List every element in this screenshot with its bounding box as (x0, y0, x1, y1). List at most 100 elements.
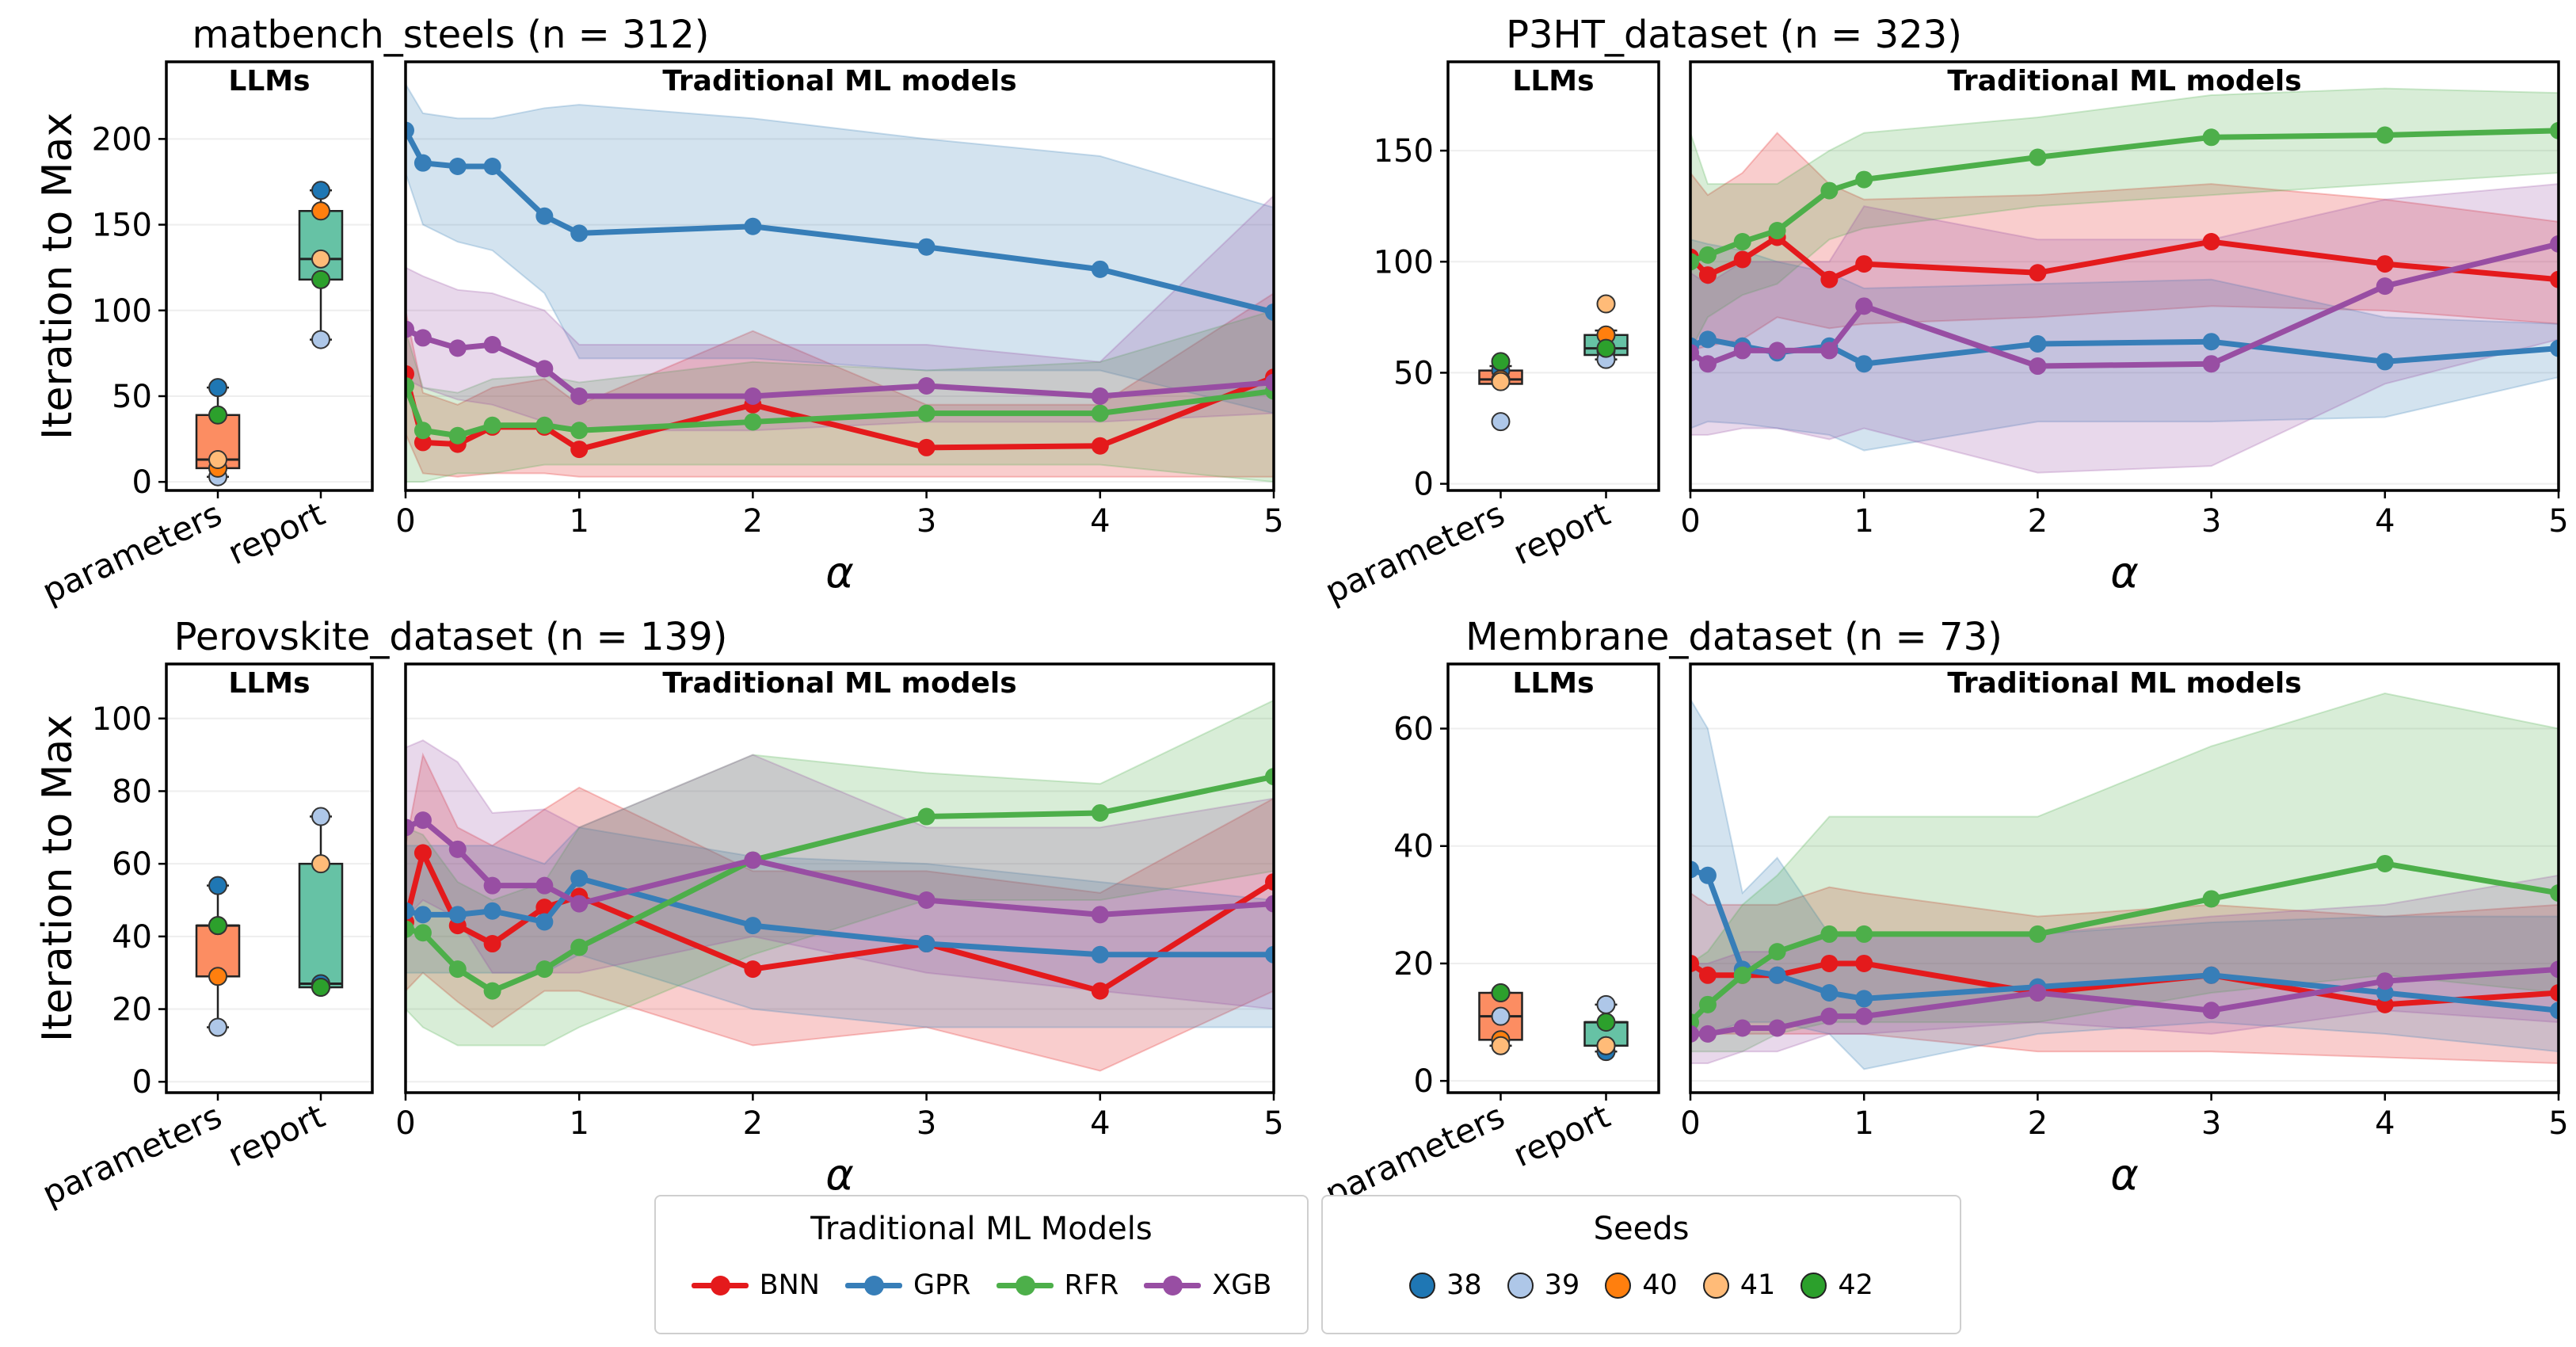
y-tick-label: 20 (1393, 946, 1434, 983)
legend-label: RFR (1064, 1269, 1119, 1301)
point-xgb (2550, 960, 2559, 979)
point-rfr (2550, 121, 2559, 139)
legend-label: 38 (1446, 1269, 1482, 1301)
point-bnn (535, 899, 554, 917)
point-rfr (570, 938, 589, 956)
point-rfr (1091, 404, 1109, 422)
y-tick-label: 40 (1393, 829, 1434, 865)
panel-title: matbench_steels (n = 312) (192, 13, 710, 57)
legend-item-gpr: GPR (844, 1269, 971, 1301)
seed-point-38 (208, 378, 227, 398)
point-xgb (744, 387, 762, 405)
x-tick-label: 3 (916, 503, 936, 540)
panel-title: Perovskite_dataset (n = 139) (174, 615, 728, 659)
point-xgb (1820, 342, 1839, 360)
point-bnn (1733, 250, 1751, 269)
point-xgb (2376, 277, 2394, 296)
category-label: report (1507, 494, 1616, 573)
x-tick-label: 1 (1854, 503, 1873, 540)
x-tick-label: 3 (2201, 503, 2221, 540)
legend-dot-marker (1409, 1272, 1436, 1299)
category-label: report (1507, 1097, 1616, 1175)
legend-models-title: Traditional ML Models (810, 1211, 1153, 1247)
line-xgb (1690, 241, 2559, 369)
x-tick-label: 3 (916, 1105, 936, 1142)
x-tick-label: 2 (2028, 503, 2048, 540)
seed-point-41 (311, 249, 330, 269)
legend-label: XGB (1212, 1269, 1272, 1301)
point-gpr (744, 917, 762, 935)
line-panel-frame (1689, 60, 2560, 492)
point-bnn (413, 433, 432, 452)
point-gpr (570, 869, 589, 887)
point-xgb (744, 851, 762, 869)
y-axis-label: Iteration to Max (34, 113, 82, 440)
point-rfr (1698, 995, 1717, 1013)
point-xgb (1733, 342, 1751, 360)
line-xgb (406, 326, 1274, 399)
point-xgb (483, 336, 501, 354)
point-rfr (1820, 925, 1839, 943)
legend-item-seed-42: 42 (1801, 1269, 1873, 1301)
point-rfr (2029, 148, 2047, 166)
panel-title: P3HT_dataset (n = 323) (1506, 13, 1962, 57)
point-rfr (2029, 925, 2047, 943)
category-label: parameters (1319, 494, 1511, 611)
point-xgb (1855, 1007, 1873, 1025)
point-gpr (413, 906, 432, 924)
line-panel-title: Traditional ML models (1947, 667, 2301, 700)
point-rfr (744, 413, 762, 431)
y-tick-label: 20 (112, 992, 152, 1028)
y-tick-label: 100 (1374, 244, 1434, 280)
point-bnn (413, 844, 432, 862)
box-panel-title: LLMs (228, 65, 310, 97)
x-axis-label: α (825, 548, 854, 597)
point-bnn (2029, 264, 2047, 282)
point-rfr (406, 920, 414, 938)
seed-point-41 (1491, 372, 1511, 391)
point-bnn (1855, 255, 1873, 273)
point-rfr (2376, 126, 2394, 144)
x-axis-label: α (2110, 548, 2139, 597)
band-bnn (406, 752, 1274, 1072)
point-xgb (917, 891, 936, 910)
y-tick-label: 0 (132, 1064, 152, 1101)
point-xgb (448, 339, 467, 357)
point-gpr (406, 121, 414, 139)
point-xgb (1698, 355, 1717, 373)
point-rfr (535, 960, 554, 979)
y-tick-label: 150 (1374, 133, 1434, 170)
y-tick-label: 40 (112, 919, 152, 956)
point-gpr (2202, 333, 2220, 351)
point-gpr (1265, 945, 1274, 964)
line-bnn (1690, 234, 2559, 283)
seed-point-41 (1596, 294, 1616, 314)
point-bnn (1855, 954, 1873, 972)
point-gpr (1091, 260, 1109, 278)
point-xgb (1690, 1025, 1699, 1043)
point-rfr (483, 416, 501, 434)
point-xgb (406, 819, 414, 837)
y-tick-label: 50 (1393, 355, 1434, 391)
point-bnn (1265, 873, 1274, 891)
point-bnn (2202, 233, 2220, 251)
legend-item-seed-40: 40 (1605, 1269, 1678, 1301)
x-tick-label: 4 (2375, 503, 2395, 540)
point-rfr (917, 404, 936, 422)
line-panel-frame (1689, 662, 2560, 1094)
x-tick-label: 5 (1263, 1105, 1283, 1142)
point-xgb (535, 360, 554, 378)
point-xgb (2376, 972, 2394, 990)
band-xgb (406, 194, 1274, 432)
legend-label: 40 (1642, 1269, 1678, 1301)
band-gpr (1690, 697, 2559, 1070)
seed-point-40 (311, 201, 330, 221)
seed-point-42 (1596, 1013, 1616, 1032)
x-tick-label: 4 (1090, 503, 1110, 540)
seed-point-42 (208, 916, 227, 936)
point-rfr (406, 376, 414, 395)
point-gpr (1768, 966, 1786, 984)
point-xgb (1820, 1007, 1839, 1025)
